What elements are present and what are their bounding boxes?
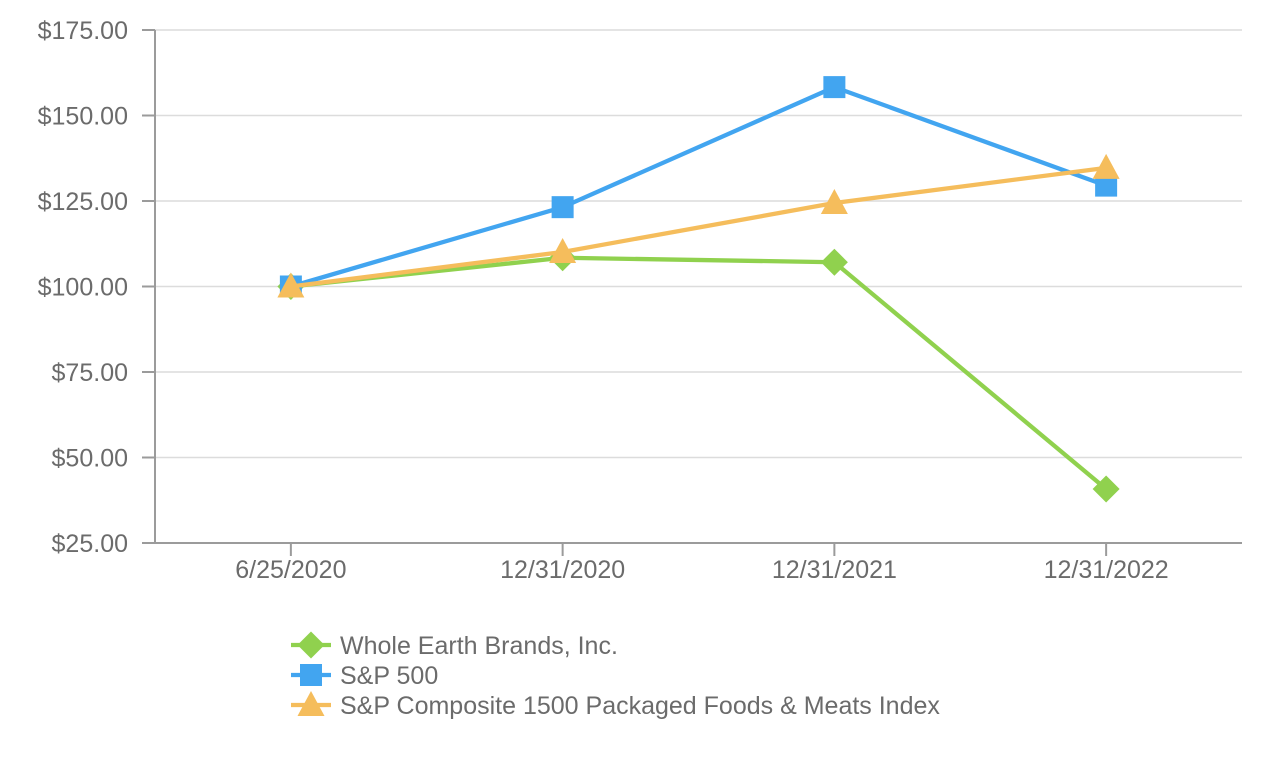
y-axis-label: $175.00	[38, 17, 128, 45]
data-point-marker-triangle	[1092, 153, 1120, 179]
data-point-marker-square	[300, 664, 322, 686]
series-line	[288, 255, 1109, 492]
legend-item: S&P 500	[291, 662, 438, 690]
data-point-marker-diamond	[297, 631, 325, 659]
x-axis-label: 12/31/2022	[1044, 556, 1169, 584]
y-gridlines	[155, 29, 1242, 544]
legend-item: Whole Earth Brands, Inc.	[291, 631, 618, 660]
x-axis-label: 12/31/2020	[500, 556, 625, 584]
series-s-p-composite-1500-packaged-foods-meats-index	[277, 153, 1120, 298]
series-line	[288, 84, 1109, 289]
data-point-marker-triangle	[820, 189, 848, 215]
legend-item: S&P Composite 1500 Packaged Foods & Meat…	[291, 691, 940, 720]
data-point-marker-square	[551, 196, 574, 219]
x-axis-label: 6/25/2020	[235, 556, 346, 584]
series-line	[288, 165, 1109, 289]
data-point-marker-diamond	[1092, 475, 1120, 503]
data-point-marker-triangle	[297, 691, 325, 716]
series-whole-earth-brands-inc	[277, 244, 1120, 503]
x-axis: 6/25/2020 12/31/2020 12/31/2021 12/31/2022	[155, 542, 1242, 584]
y-axis-label: $100.00	[38, 274, 128, 302]
y-axis-label: $75.00	[52, 359, 128, 387]
legend-label: S&P Composite 1500 Packaged Foods & Meat…	[340, 692, 940, 720]
data-point-marker-square	[823, 76, 846, 99]
data-point-marker-triangle	[277, 272, 305, 298]
y-axis-label: $125.00	[38, 188, 128, 216]
y-axis-label: $25.00	[52, 530, 128, 558]
x-axis-label: 12/31/2021	[772, 556, 897, 584]
y-axis: $25.00 $50.00 $75.00 $100.00 $125.00 $150.00 $…	[38, 17, 156, 558]
data-point-marker-diamond	[820, 248, 848, 276]
data-point-marker-triangle	[549, 237, 577, 263]
y-axis-label: $50.00	[52, 445, 128, 473]
y-axis-label: $150.00	[38, 103, 128, 131]
data-point-marker-square	[1095, 174, 1118, 197]
series-s-p-500	[279, 76, 1118, 298]
legend-label: Whole Earth Brands, Inc.	[340, 632, 618, 660]
legend-label: S&P 500	[340, 662, 438, 690]
